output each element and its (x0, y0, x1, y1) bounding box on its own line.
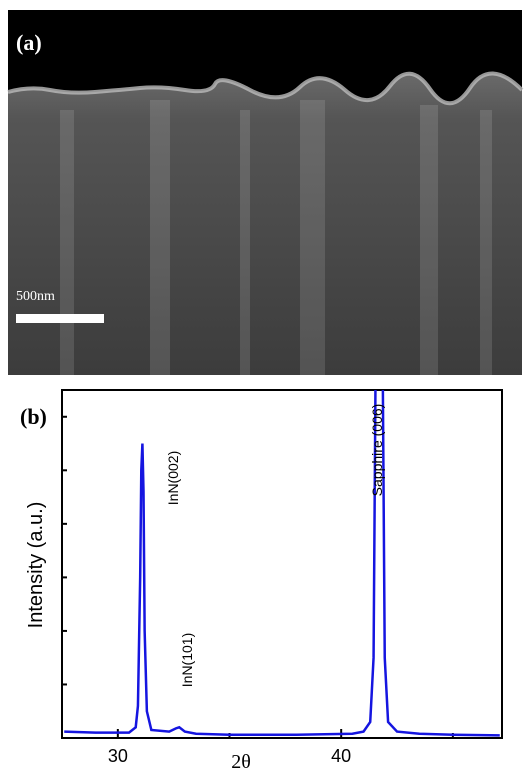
xrd-curve (64, 390, 500, 737)
peak-annotation: InN(002) (165, 451, 181, 505)
x-axis-title: 2θ (231, 751, 251, 773)
panel-label: (a) (16, 30, 42, 55)
y-axis-title: Intensity (a.u.) (25, 502, 47, 629)
xrd-chart: (b) Intensity (a.u.) 2θ 30 40 InN(002) InN(… (20, 389, 503, 773)
x-tick-label: 40 (331, 746, 351, 766)
x-tick-label: 30 (108, 746, 128, 766)
peak-annotation: Sapphire (006) (369, 404, 385, 497)
sem-image: (a) 500nm (7, 10, 524, 375)
panel-label: (b) (20, 404, 47, 429)
peak-annotation: InN(101) (179, 633, 195, 687)
scale-bar-label: 500nm (16, 289, 55, 304)
plot-frame (61, 389, 503, 739)
